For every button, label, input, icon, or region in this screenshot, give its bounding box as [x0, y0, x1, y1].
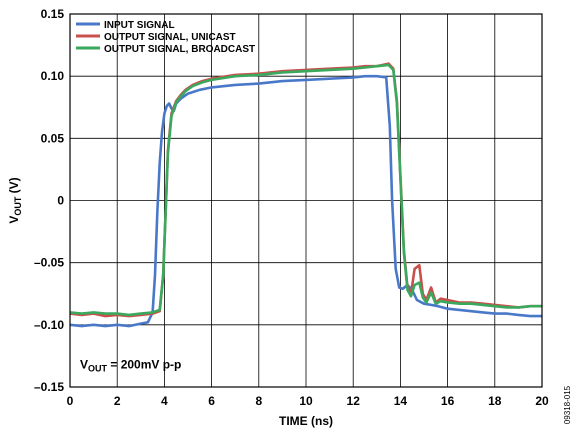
y-axis-title-unit: (V): [7, 177, 21, 196]
y-tick-label: –0.05: [34, 256, 64, 270]
x-axis-title: TIME (ns): [279, 414, 333, 428]
y-axis-title: VOUT (V): [7, 177, 23, 223]
annotation-suffix: = 200mV p-p: [107, 357, 181, 371]
y-axis-title-main: V: [7, 216, 21, 224]
x-tick-label: 12: [347, 394, 361, 408]
figure-id: 09318-015: [563, 385, 572, 424]
plot-frame: [69, 13, 543, 388]
legend-label: INPUT SIGNAL: [104, 20, 175, 31]
x-tick-label: 16: [441, 394, 455, 408]
x-tick-label: 4: [161, 394, 168, 408]
y-tick-label: –0.15: [34, 380, 64, 394]
x-tick-label: 18: [488, 394, 502, 408]
y-tick-labels: –0.15 –0.10 –0.05 0 0.05 0.10 0.15: [34, 7, 64, 394]
x-tick-label: 8: [255, 394, 262, 408]
x-tick-label: 14: [394, 394, 408, 408]
legend-label: OUTPUT SIGNAL, UNICAST: [104, 32, 236, 43]
x-tick-labels: 0 2 4 6 8 10 12 14 16 18 20: [67, 394, 549, 408]
x-tick-label: 20: [535, 394, 549, 408]
y-axis-title-sub: OUT: [13, 196, 23, 216]
series-line: [69, 63, 542, 317]
annotation-prefix: V: [80, 357, 88, 371]
x-tick-label: 0: [67, 394, 74, 408]
vout-annotation: VOUT = 200mV p-p: [80, 357, 181, 373]
y-tick-label: 0.10: [41, 69, 65, 83]
series-lines: [69, 62, 542, 328]
x-tick-label: 2: [114, 394, 121, 408]
y-tick-label: 0: [57, 194, 64, 208]
y-tick-label: 0.05: [41, 131, 65, 145]
y-tick-label: –0.10: [34, 318, 64, 332]
y-tick-label: 0.15: [41, 7, 65, 21]
annotation-sub: OUT: [88, 363, 108, 373]
x-tick-label: 6: [208, 394, 215, 408]
series-line: [69, 74, 542, 328]
x-tick-label: 10: [299, 394, 313, 408]
legend-label: OUTPUT SIGNAL, BROADCAST: [104, 44, 255, 55]
